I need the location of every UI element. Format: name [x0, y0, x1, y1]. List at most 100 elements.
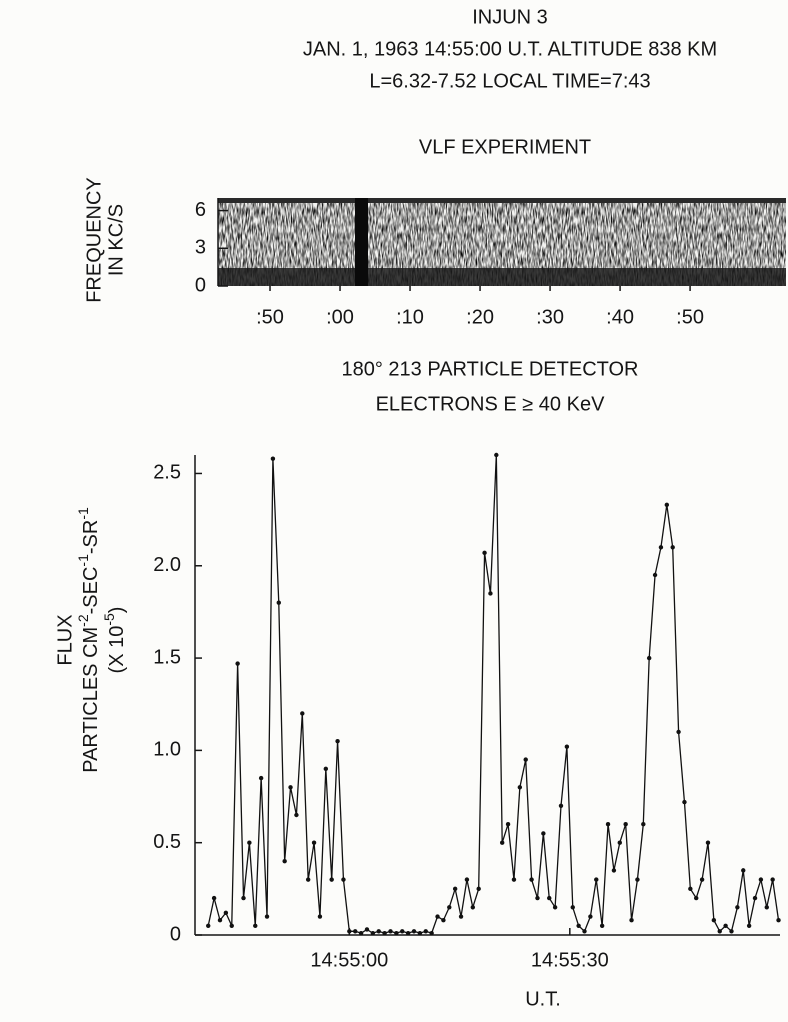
y-axis-label: (X 10-5)	[101, 607, 129, 674]
flux-point	[476, 886, 481, 892]
flux-point	[276, 600, 281, 605]
flux-point	[758, 877, 764, 882]
x-tick-label: :40	[606, 306, 634, 328]
flux-point	[329, 877, 334, 882]
flux-point	[529, 877, 534, 882]
flux-point	[341, 877, 346, 882]
y-axis-label-part: -SR	[80, 520, 102, 554]
flux-point	[588, 914, 593, 919]
x-tick-label: 14:55:00	[310, 949, 388, 971]
flux-point	[676, 729, 681, 735]
x-axis-label: U.T.	[525, 988, 561, 1010]
flux-point	[776, 918, 781, 923]
x-tick-label: :30	[536, 306, 564, 328]
flux-point	[253, 923, 258, 928]
flux-point	[499, 840, 505, 845]
flux-point	[270, 456, 276, 461]
y-tick-label: 2.5	[153, 462, 181, 484]
flux-point	[570, 905, 575, 910]
flux-point	[411, 929, 417, 934]
flux-point	[388, 929, 393, 934]
flux-point	[300, 711, 305, 716]
flux-point	[241, 895, 246, 901]
flux-point	[488, 591, 493, 596]
flux-point	[206, 923, 211, 928]
y-tick-label: 1.5	[153, 646, 181, 668]
flux-point	[311, 840, 317, 845]
y-axis-label-part: (X 10	[106, 626, 128, 674]
flux-point	[617, 840, 622, 845]
figure-title: JAN. 1, 1963 14:55:00 U.T. ALTITUDE 838 …	[303, 38, 717, 60]
flux-point	[305, 877, 311, 882]
figure-title: INJUN 3	[472, 6, 548, 28]
flux-point	[370, 930, 376, 936]
flux-point	[611, 868, 617, 873]
flux-point	[599, 923, 605, 928]
flux-point	[405, 930, 411, 936]
flux-point	[353, 929, 358, 934]
flux-point	[729, 929, 734, 934]
flux-point	[623, 822, 628, 827]
x-tick-label: :10	[396, 306, 424, 328]
y-axis-label: FREQUENCY	[83, 177, 105, 303]
flux-point	[217, 918, 223, 923]
flux-point	[629, 918, 634, 923]
flux-point	[294, 812, 299, 818]
flux-point	[235, 661, 240, 666]
flux-point	[211, 895, 217, 901]
flux-point	[517, 785, 523, 790]
flux-point	[717, 929, 722, 934]
spectrogram-bar	[355, 198, 368, 286]
y-axis-label-part: PARTICLES CM	[80, 627, 102, 773]
flux-point	[229, 923, 234, 928]
flux-point	[394, 930, 399, 936]
flux-point	[694, 895, 699, 901]
flux-point	[400, 929, 405, 934]
flux-point	[464, 877, 470, 882]
flux-point	[447, 905, 452, 910]
y-tick-label: 1.0	[153, 739, 181, 761]
flux-point	[564, 744, 570, 749]
flux-point	[264, 914, 270, 919]
flux-point	[705, 840, 711, 845]
figure-title: L=6.32-7.52 LOCAL TIME=7:43	[369, 70, 650, 92]
y-tick-label: 0.5	[153, 831, 181, 853]
flux-point	[646, 655, 652, 661]
flux-point	[376, 929, 381, 934]
flux-point	[364, 927, 370, 932]
flux-point	[494, 452, 499, 458]
flux-point	[735, 905, 740, 910]
flux-point	[458, 914, 464, 919]
flux-point	[658, 545, 664, 550]
flux-point	[358, 930, 364, 936]
flux-point	[323, 766, 329, 772]
y-tick-label: 0	[170, 923, 181, 945]
flux-point	[223, 910, 229, 916]
flux-point	[652, 572, 658, 578]
flux-line	[207, 454, 780, 934]
y-axis-label-part: -1	[75, 507, 91, 520]
flux-point	[535, 895, 540, 901]
y-axis-label: FLUX	[54, 614, 76, 665]
flux-point	[347, 929, 352, 934]
flux-point	[576, 923, 581, 928]
y-tick-label: 0	[195, 274, 206, 296]
flux-point	[470, 905, 476, 910]
chart-title: ELECTRONS E ≥ 40 KeV	[376, 393, 605, 415]
y-tick-label: 3	[195, 237, 206, 259]
flux-point	[282, 858, 287, 864]
flux-point	[511, 877, 517, 882]
flux-point	[723, 923, 728, 928]
flux-point	[288, 785, 293, 790]
y-tick-label: 2.0	[153, 554, 181, 576]
flux-point	[741, 868, 746, 873]
flux-point	[641, 822, 646, 827]
flux-point	[582, 929, 587, 934]
flux-point	[417, 930, 423, 936]
y-axis-label-part: -1	[75, 554, 91, 567]
flux-point	[711, 918, 717, 923]
flux-point	[505, 822, 511, 827]
spectrogram-low-band	[218, 268, 786, 286]
